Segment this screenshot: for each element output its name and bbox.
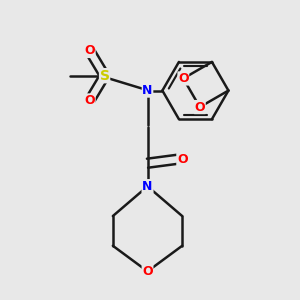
Text: O: O — [194, 100, 205, 114]
Text: N: N — [142, 84, 153, 97]
Text: N: N — [142, 180, 153, 193]
Text: O: O — [142, 265, 153, 278]
Text: O: O — [178, 72, 189, 85]
Text: N: N — [142, 180, 153, 193]
Text: S: S — [100, 69, 110, 83]
Text: O: O — [177, 153, 188, 166]
Text: O: O — [84, 44, 95, 57]
Text: O: O — [84, 94, 95, 107]
